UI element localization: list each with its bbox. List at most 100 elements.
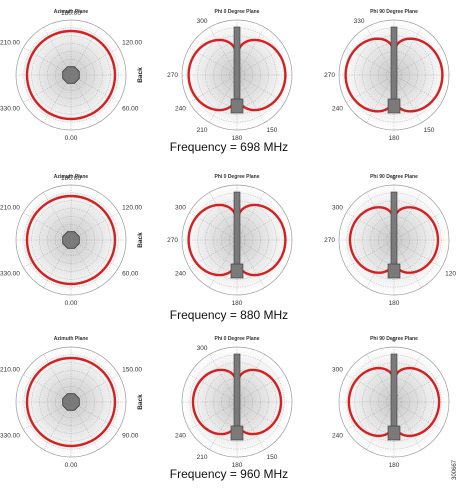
grid-spoke [366,27,422,123]
angle-tick-label: 240 [332,433,343,440]
angle-tick-label: 180.00 [61,175,81,182]
grid-spoke [346,47,442,103]
angle-tick-label: 330.00 [0,271,20,278]
grid-spoke [43,27,99,123]
plot-title: Phi 90 Degree Plane [370,174,418,180]
grid-spoke [346,374,442,430]
polar-plots: Azimuth Plane180.00120.0060.000.00330.00… [0,9,456,469]
angle-tick-label: 90.00 [122,433,139,440]
grid-spoke [346,47,442,103]
polar-plot-5: Phi 0 Degree Plane 300 270 240 180 [167,174,293,307]
grid-spoke [366,354,422,450]
antenna-shaft [233,26,241,110]
angle-tick-label: 150.00 [122,367,142,374]
grid-spoke [23,212,119,268]
grid-spoke [23,212,119,268]
antenna-base [230,425,244,441]
pattern-curve [25,194,117,286]
angle-tick-label: 300 [332,205,343,212]
angle-tick-label: 210.00 [0,367,20,374]
angle-tick-label: 180 [232,300,243,307]
angle-tick-label: 0 [392,175,396,182]
plot-title: Azimuth Plane [54,9,89,15]
grid-spoke [43,27,99,123]
antenna-base [230,263,244,279]
angle-tick-label: 240 [332,106,343,113]
grid-spoke [23,374,119,430]
angle-tick-label: 180 [389,462,400,469]
antenna-footprint [62,66,80,84]
plot-title: Phi 0 Degree Plane [214,336,259,342]
angle-tick-label: 300 [197,18,208,25]
grid-spoke [189,212,285,268]
angle-tick-label: 120.00 [122,205,142,212]
grid-spoke [189,47,285,103]
angle-tick-label: 0.00 [65,135,78,142]
grid-spoke [189,47,285,103]
angle-tick-label: 210.00 [0,205,20,212]
plot-title: Phi 90 Degree Plane [370,336,418,342]
antenna-shaft [390,26,398,110]
grid-spoke [209,27,265,123]
grid-spoke [43,192,99,288]
angle-tick-label: 330 [354,18,365,25]
pattern-curve [25,356,117,448]
angle-tick-label: 180 [389,135,400,142]
grid-spoke [189,212,285,268]
grid-spoke [209,27,265,123]
antenna-base [230,98,244,114]
frequency-caption-880: Frequency = 880 MHz [170,308,288,322]
side-label-front: Front [0,66,2,83]
pattern-curve [25,29,117,121]
side-label-back: Back [137,67,144,83]
grid-spoke [209,192,265,288]
plot-title: Azimuth Plane [54,336,89,342]
angle-tick-label: 180 [232,462,243,469]
grid-spoke [366,27,422,123]
grid-spoke [23,374,119,430]
angle-tick-label: 60.00 [122,271,139,278]
polar-plot-8: Phi 0 Degree Plane 300 240 210 180 150 [175,336,293,469]
plot-title: Phi 0 Degree Plane [214,174,259,180]
grid-spoke [189,374,285,430]
antenna-base [387,98,401,114]
angle-tick-label: 120 [445,271,456,278]
antenna-footprint [62,393,80,411]
antenna-shaft [233,191,241,275]
angle-tick-label: 270 [167,72,178,79]
grid-spoke [346,374,442,430]
angle-tick-label: 150 [424,127,435,134]
polar-plot-2: Phi 0 Degree Plane 300 270 240 210 180 150 [167,9,293,142]
angle-tick-label: 270 [324,72,335,79]
polar-plot-3: Phi 90 Degree Plane 330 270 240 180 150 [324,9,450,142]
side-label-back: Back [137,232,144,248]
angle-tick-label: 120.00 [122,40,142,47]
antenna-base [387,263,401,279]
angle-tick-label: 240 [175,433,186,440]
antenna-base [387,425,401,441]
angle-tick-label: 210.00 [0,40,20,47]
antenna-shaft [233,353,241,437]
grid-spoke [366,354,422,450]
angle-tick-label: 210 [197,127,208,134]
angle-tick-label: 270 [167,237,178,244]
angle-tick-label: 240 [175,271,186,278]
grid-spoke [346,212,442,268]
frequency-caption-698: Frequency = 698 MHz [170,140,288,154]
antenna-shaft [390,353,398,437]
angle-tick-label: 180.00 [61,10,81,17]
antenna-footprint [62,231,80,249]
grid-spoke [209,192,265,288]
angle-tick-label: 240 [175,106,186,113]
grid-spoke [189,374,285,430]
side-label-front: Front [0,393,2,410]
angle-tick-label: 60.00 [122,106,139,113]
angle-tick-label: 330.00 [0,433,20,440]
grid-spoke [43,354,99,450]
figure-id: 300667 [452,459,458,480]
frequency-caption-960: Frequency = 960 MHz [170,467,288,481]
